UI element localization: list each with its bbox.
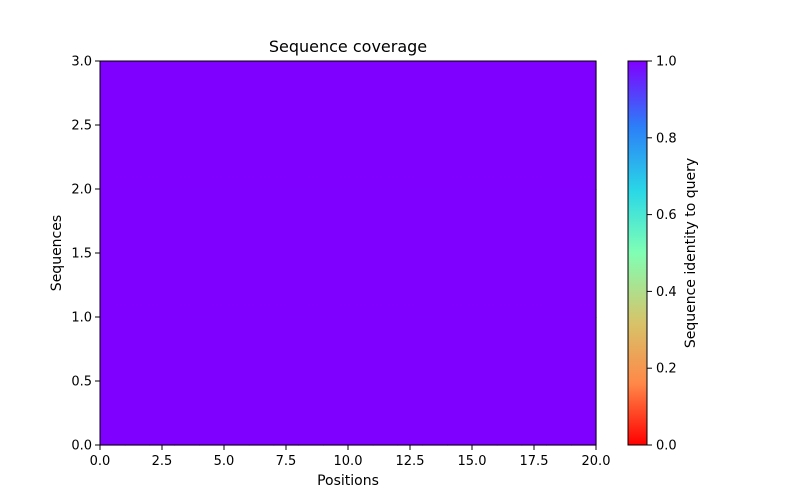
heatmap-cell [100, 189, 126, 318]
heatmap-cell [521, 317, 547, 446]
heatmap-cell [273, 317, 299, 446]
heatmap-cell [521, 189, 547, 318]
heatmap-cell [496, 317, 523, 446]
y-tick-label: 3.0 [71, 55, 92, 70]
heatmap-cell [472, 61, 498, 190]
colorbar-tick-label: 0.0 [656, 439, 677, 454]
heatmap-cell [447, 61, 473, 190]
heatmap-cell [422, 317, 448, 446]
heatmap-cell [571, 189, 597, 318]
heatmap-cell [546, 61, 572, 190]
y-tick-label: 1.5 [71, 247, 92, 262]
chart-title: Sequence coverage [269, 37, 427, 56]
colorbar-label: Sequence identity to query [683, 158, 699, 348]
heatmap-cell [447, 317, 473, 446]
y-axis-label: Sequences [49, 215, 65, 291]
heatmap-cell [124, 317, 151, 446]
heatmap-cell [149, 61, 175, 190]
heatmap-cell [496, 189, 523, 318]
heatmap-cell [422, 189, 448, 318]
x-tick-label: 15.0 [458, 454, 487, 469]
heatmap-cell [199, 61, 225, 190]
heatmap-cell [224, 189, 250, 318]
heatmap-cell [298, 189, 324, 318]
heatmap-cell [397, 61, 423, 190]
heatmap-cell [224, 317, 250, 446]
heatmap-cell [348, 317, 374, 446]
heatmap-cell [323, 61, 349, 190]
colorbar-tick-label: 0.8 [656, 131, 677, 146]
y-tick-label: 2.5 [71, 119, 92, 134]
heatmap-cell [472, 189, 498, 318]
colorbar-tick-label: 0.4 [656, 285, 677, 300]
x-axis-ticks: 0.0 2.5 5.0 7.5 10.0 12.5 15.0 17.5 20.0 [90, 445, 611, 469]
heatmap-cell [472, 317, 498, 446]
heatmap-cell [571, 317, 597, 446]
y-tick-label: 0.5 [71, 375, 92, 390]
heatmap-cell [124, 61, 151, 190]
heatmap-cell [447, 189, 473, 318]
heatmap-cell [199, 189, 225, 318]
x-tick-label: 20.0 [582, 454, 611, 469]
heatmap-cell [174, 317, 200, 446]
heatmap-cell [571, 61, 597, 190]
heatmap-cell [248, 317, 275, 446]
heatmap-cell [100, 61, 126, 190]
heatmap-cell [298, 317, 324, 446]
heatmap-cell [372, 61, 399, 190]
heatmap-cell [273, 61, 299, 190]
heatmap-cell [372, 317, 399, 446]
colorbar-tick-label: 1.0 [656, 55, 677, 70]
heatmap-cell [397, 317, 423, 446]
x-axis-label: Positions [317, 473, 379, 489]
heatmap-cell [348, 189, 374, 318]
colorbar-tick-label: 0.6 [656, 208, 677, 223]
y-tick-label: 2.0 [71, 183, 92, 198]
heatmap-cell [273, 189, 299, 318]
y-axis-ticks: 0.0 0.5 1.0 1.5 2.0 2.5 3.0 [71, 55, 100, 454]
heatmap-cell [124, 189, 151, 318]
heatmap-cell [546, 317, 572, 446]
heatmap-cell [496, 61, 523, 190]
heatmap-cell [521, 61, 547, 190]
x-tick-label: 12.5 [396, 454, 425, 469]
x-tick-label: 2.5 [152, 454, 173, 469]
heatmap-cell [174, 189, 200, 318]
heatmap-cell [149, 317, 175, 446]
x-tick-label: 10.0 [334, 454, 363, 469]
heatmap-cell [174, 61, 200, 190]
heatmap-cell [224, 61, 250, 190]
heatmap-cell [323, 189, 349, 318]
heatmap-cell [248, 61, 275, 190]
y-tick-label: 1.0 [71, 311, 92, 326]
heatmap-cell [248, 189, 275, 318]
heatmap-cell [199, 317, 225, 446]
heatmap-cell [298, 61, 324, 190]
x-tick-label: 0.0 [90, 454, 111, 469]
heatmap-cell [100, 317, 126, 446]
heatmap-cell [546, 189, 572, 318]
heatmap-cell [422, 61, 448, 190]
heatmap-cell [372, 189, 399, 318]
x-tick-label: 5.0 [214, 454, 235, 469]
heatmap-cell [323, 317, 349, 446]
x-tick-label: 7.5 [276, 454, 297, 469]
y-tick-label: 0.0 [71, 439, 92, 454]
x-tick-label: 17.5 [520, 454, 549, 469]
colorbar-ticks: 0.0 0.2 0.4 0.6 0.8 1.0 [647, 55, 677, 454]
heatmap-cell [397, 189, 423, 318]
heatmap-cells [100, 61, 597, 446]
colorbar [627, 60, 648, 446]
colorbar-tick-label: 0.2 [656, 362, 677, 377]
heatmap-cell [348, 61, 374, 190]
heatmap-cell [149, 189, 175, 318]
